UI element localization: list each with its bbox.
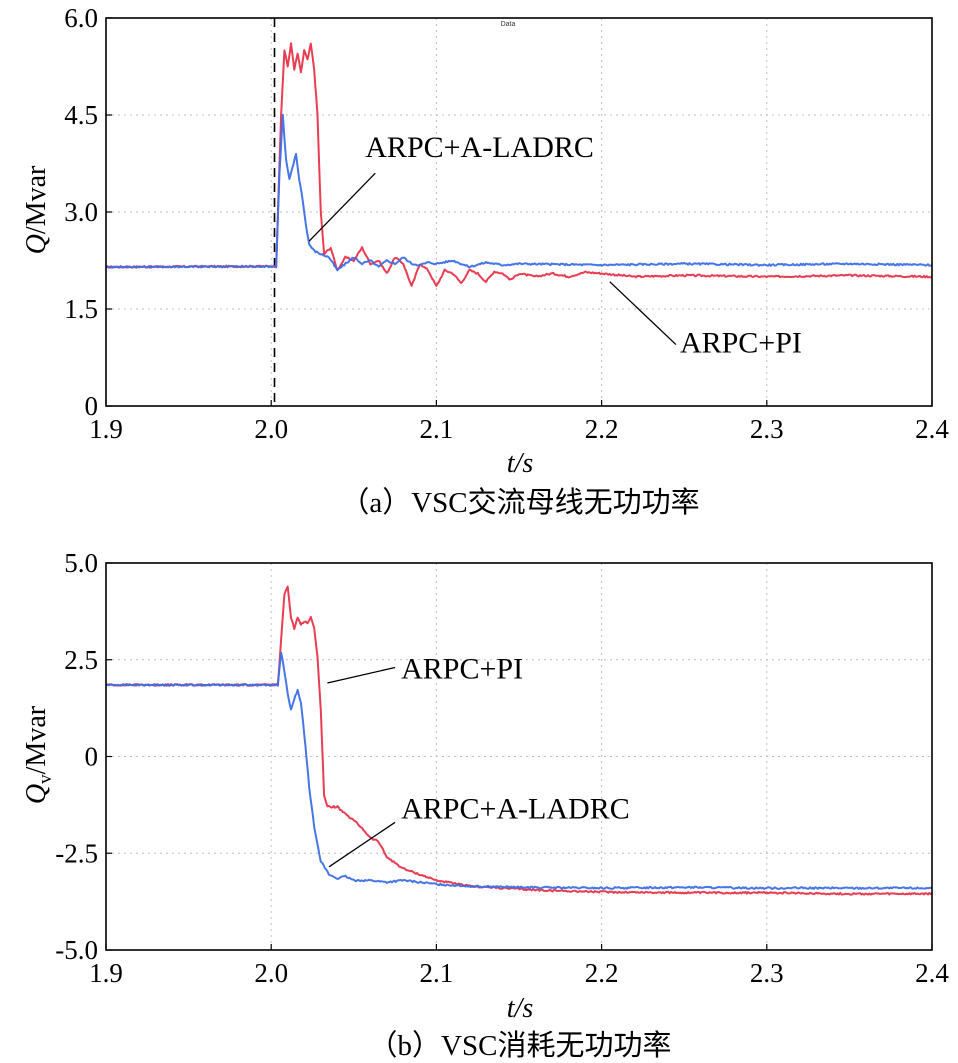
x-tick-label: 2.3 — [750, 414, 784, 444]
annotation-leader — [327, 666, 396, 684]
annotation-label: ARPC+PI — [680, 327, 802, 360]
y-tick-label: -5.0 — [55, 935, 98, 965]
y-tick-label: 5.0 — [64, 548, 98, 578]
y-axis-label-b: Qv/Mvar — [21, 705, 56, 804]
annotations-a: ARPC+A-LADRC ARPC+PI — [308, 131, 802, 360]
y-axis-subscript-b: v — [35, 774, 56, 784]
series-line-arpc-a-ladrc — [105, 651, 933, 890]
ticks-a: 1.9 2.0 2.1 2.2 2.3 2.4 0 1.5 3.0 4.5 6.0 — [64, 3, 949, 444]
annotation-label: ARPC+A-LADRC — [365, 131, 594, 164]
chart-panel-a: 1.9 2.0 2.1 2.2 2.3 2.4 0 1.5 3.0 4.5 6.0 ARPC+A-L… — [21, 3, 949, 519]
y-tick-label: 0 — [85, 391, 99, 421]
x-tick-label: 1.9 — [89, 958, 123, 988]
chart-panel-b: 1.9 2.0 2.1 2.2 2.3 2.4 -5.0 -2.5 0 2.5 5.0 ARPC+P… — [21, 548, 949, 1062]
series-line-arpc-pi — [105, 42, 933, 287]
x-tick-label: 2.4 — [915, 414, 949, 444]
series-line-arpc-a-ladrc — [105, 113, 933, 272]
series-layer-a — [105, 42, 933, 287]
y-tick-label: 2.5 — [64, 645, 98, 675]
x-tick-label: 2.0 — [254, 958, 288, 988]
series-layer-b — [105, 585, 933, 896]
y-tick-label: 1.5 — [64, 294, 98, 324]
x-tick-label: 1.9 — [89, 414, 123, 444]
legend-label-a: Data — [501, 21, 516, 28]
grid-b — [106, 563, 932, 950]
x-tick-label: 2.0 — [254, 414, 288, 444]
series-line-arpc-pi — [105, 585, 933, 896]
y-axis-symbol-a: Q — [21, 234, 52, 254]
x-tick-label: 2.4 — [915, 958, 949, 988]
x-tick-label: 2.1 — [420, 414, 454, 444]
caption-b: （b）VSC消耗无功功率 — [369, 1029, 672, 1062]
x-axis-label-a: t/s — [507, 448, 534, 479]
y-tick-label: 4.5 — [64, 100, 98, 130]
y-axis-unit-a: /Mvar — [21, 165, 52, 234]
annotation-leader — [308, 172, 376, 242]
ticks-b: 1.9 2.0 2.1 2.2 2.3 2.4 -5.0 -2.5 0 2.5 5.0 — [55, 548, 949, 988]
x-tick-label: 2.1 — [420, 958, 454, 988]
y-axis-label-a: Q/Mvar — [21, 165, 52, 254]
caption-a: （a）VSC交流母线无功功率 — [340, 486, 699, 519]
y-tick-label: 0 — [85, 742, 99, 772]
y-tick-label: 6.0 — [64, 3, 98, 33]
y-tick-label: -2.5 — [55, 838, 98, 868]
y-axis-symbol-b: Q — [21, 784, 52, 804]
x-tick-label: 2.2 — [585, 958, 619, 988]
annotation-label: ARPC+PI — [401, 652, 523, 685]
grid-a — [106, 18, 932, 406]
annotation-label: ARPC+A-LADRC — [401, 792, 630, 825]
y-tick-label: 3.0 — [64, 197, 98, 227]
x-tick-label: 2.2 — [585, 414, 619, 444]
y-axis-unit-b: /Mvar — [21, 705, 52, 774]
annotations-b: ARPC+PI ARPC+A-LADRC — [327, 652, 630, 868]
x-tick-label: 2.3 — [750, 958, 784, 988]
annotation-leader — [328, 821, 396, 868]
annotation-leader — [609, 281, 677, 346]
x-axis-label-b: t/s — [507, 993, 534, 1024]
